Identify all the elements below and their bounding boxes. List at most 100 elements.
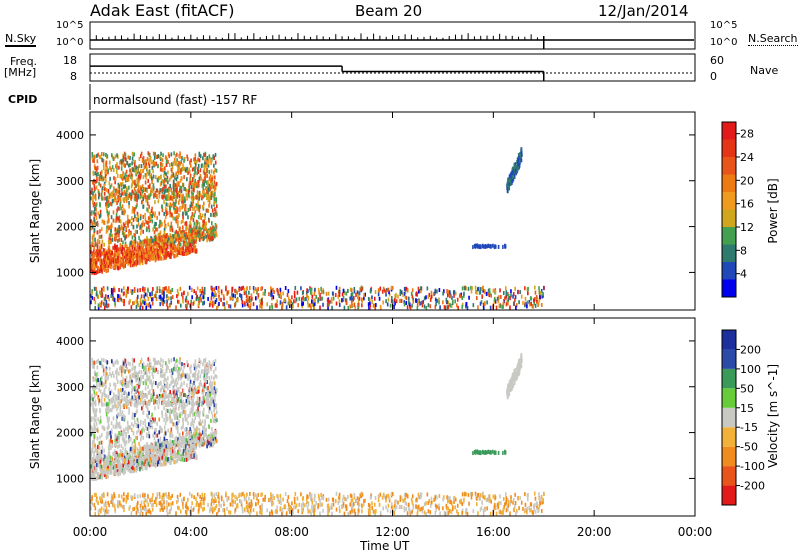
- power-cell: [517, 289, 519, 294]
- power-cell: [102, 247, 105, 252]
- power-cell: [294, 285, 297, 290]
- power-cell: [130, 196, 133, 201]
- power-cell: [408, 302, 411, 307]
- power-cell: [203, 190, 205, 195]
- power-cell: [222, 302, 224, 307]
- power-cell: [182, 196, 184, 201]
- velocity-cell: [198, 421, 200, 426]
- velocity-cell: [205, 440, 208, 445]
- velocity-cell: [147, 384, 149, 389]
- power-cell: [186, 299, 188, 304]
- power-cell: [449, 303, 452, 308]
- power-cell: [122, 171, 124, 176]
- velocity-cell: [124, 447, 127, 452]
- power-cell: [140, 213, 142, 218]
- power-cell: [520, 294, 523, 299]
- power-cell: [162, 248, 165, 253]
- velocity-cell: [129, 398, 131, 403]
- power-cell: [93, 296, 96, 301]
- power-cell: [94, 300, 97, 305]
- power-cell: [182, 245, 185, 250]
- power-cell: [96, 270, 99, 275]
- power-cell: [198, 230, 201, 235]
- power-cell: [135, 217, 138, 222]
- power-cell: [92, 180, 95, 185]
- power-cell: [463, 291, 465, 296]
- power-cell: [202, 301, 204, 306]
- power-cell: [104, 174, 107, 179]
- power-cell: [234, 288, 236, 293]
- power-cell: [439, 305, 441, 310]
- power-cell: [210, 296, 213, 301]
- velocity-cell: [190, 387, 193, 392]
- power-cell: [130, 221, 133, 226]
- power-cell: [170, 250, 172, 255]
- power-cell: [524, 286, 526, 291]
- power-cell: [248, 296, 251, 301]
- power-cell: [136, 168, 139, 173]
- power-cell: [270, 292, 272, 297]
- power-cell: [93, 263, 96, 268]
- velocity-cell: [161, 414, 164, 419]
- velocity-cell: [151, 371, 154, 376]
- power-cell: [136, 296, 139, 301]
- power-cell: [151, 290, 153, 295]
- power-cell: [127, 250, 129, 255]
- power-cell: [174, 203, 177, 208]
- velocity-cell: [103, 397, 106, 402]
- velocity-cell: [94, 467, 97, 472]
- power-cell: [338, 292, 341, 297]
- velocity-cell: [121, 416, 124, 421]
- power-cell: [505, 295, 507, 300]
- power-cell: [106, 225, 108, 230]
- power-cell: [514, 169, 516, 174]
- power-cell: [146, 239, 148, 244]
- power-cell: [106, 201, 108, 206]
- power-cell: [136, 253, 138, 258]
- power-cell: [189, 207, 191, 212]
- power-cell: [518, 163, 521, 168]
- power-cell: [123, 298, 126, 303]
- power-cell: [261, 304, 263, 309]
- velocity-cell: [182, 421, 184, 426]
- power-cell: [155, 294, 157, 299]
- power-cell: [204, 153, 206, 158]
- power-cell: [150, 236, 152, 241]
- power-cell: [99, 229, 101, 234]
- power-cell: [117, 255, 119, 260]
- velocity-cell: [200, 370, 203, 375]
- velocity-cell: [187, 451, 190, 456]
- power-cell: [122, 184, 125, 189]
- power-cell: [479, 290, 482, 295]
- velocity-cell: [152, 367, 155, 372]
- power-cell: [215, 204, 218, 209]
- velocity-cell: [120, 431, 123, 436]
- power-cell: [196, 184, 198, 189]
- power-cell: [154, 191, 157, 196]
- power-cell: [132, 301, 134, 306]
- power-cell: [133, 249, 135, 254]
- power-cell: [358, 291, 360, 296]
- velocity-cell: [155, 427, 157, 432]
- power-cell: [153, 230, 156, 235]
- power-cell: [116, 153, 118, 158]
- power-cell: [189, 224, 191, 229]
- power-cell: [506, 188, 509, 193]
- power-cell: [114, 196, 117, 201]
- power-cell: [118, 295, 121, 300]
- power-cell: [130, 171, 133, 176]
- power-cell: [103, 220, 105, 225]
- power-cell: [205, 227, 207, 232]
- power-cell: [253, 289, 255, 294]
- power-cell: [203, 167, 206, 172]
- velocity-cell: [125, 375, 128, 380]
- power-cell: [485, 244, 488, 249]
- power-cell: [307, 303, 310, 308]
- power-cell: [110, 153, 113, 158]
- power-cell: [310, 287, 313, 292]
- power-cell: [185, 295, 188, 300]
- power-cell: [201, 286, 204, 291]
- power-cell: [114, 245, 116, 250]
- power-cell: [170, 290, 172, 295]
